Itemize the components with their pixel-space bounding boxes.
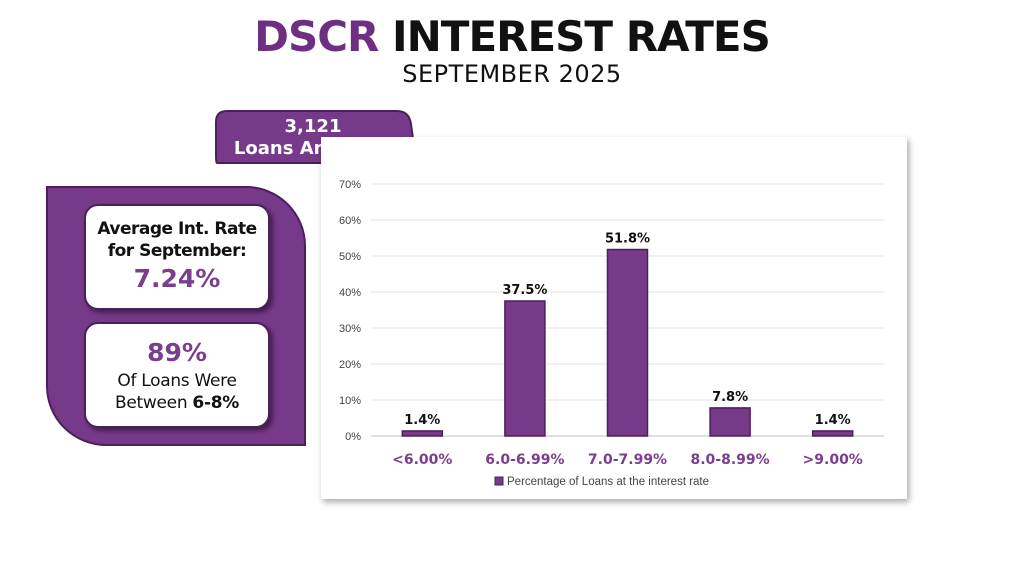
y-tick-label: 20% (339, 359, 361, 371)
loan-share-value: 89% (147, 338, 207, 367)
bar (709, 407, 751, 437)
page-title: DSCR INTEREST RATES (0, 12, 1024, 62)
x-tick-label: 8.0-8.99% (691, 452, 770, 468)
title-accent: DSCR (254, 12, 379, 61)
title-rest: INTEREST RATES (378, 12, 771, 61)
y-tick-label: 40% (339, 287, 361, 299)
data-label: 37.5% (502, 283, 547, 298)
chart-container: 0% 10% 20% 30% 40% 50% 60% 70% 1.4% <6.00% 37.5% 6.… (321, 137, 907, 499)
x-tick-label: 6.0-6.99% (485, 452, 564, 468)
average-rate-value: 7.24% (133, 264, 221, 293)
data-label: 1.4% (404, 413, 440, 428)
data-label: 7.8% (712, 390, 748, 405)
legend-label: Percentage of Loans at the interest rate (507, 476, 709, 488)
y-tick-label: 60% (339, 215, 361, 227)
average-rate-card: Average Int. Rate for September: 7.24% (84, 204, 270, 310)
y-tick-label: 50% (339, 251, 361, 263)
y-tick-label: 10% (339, 395, 361, 407)
x-tick-label: 7.0-7.99% (588, 452, 667, 468)
loan-share-label-2-prefix: Between (115, 393, 193, 413)
loan-share-range: 6-8% (192, 393, 239, 413)
bar (401, 430, 444, 437)
data-label: 1.4% (815, 413, 851, 428)
average-rate-label-1: Average Int. Rate (97, 219, 257, 239)
stats-panel: Average Int. Rate for September: 7.24% 8… (46, 186, 306, 446)
loan-share-label-2: Between 6-8% (86, 392, 268, 414)
x-tick-label: >9.00% (803, 452, 863, 468)
y-tick-label: 30% (339, 323, 361, 335)
bar (811, 430, 854, 437)
bar (606, 248, 649, 437)
loan-share-label-1: Of Loans Were (117, 371, 237, 391)
legend-swatch (494, 476, 504, 486)
y-tick-label: 0% (345, 431, 361, 443)
bar (504, 300, 546, 437)
loans-count: 3,121 (284, 116, 342, 137)
data-label: 51.8% (605, 232, 650, 247)
loan-share-card: 89% Of Loans Were Between 6-8% (84, 322, 270, 428)
x-tick-label: <6.00% (392, 452, 452, 468)
y-tick-label: 70% (339, 179, 361, 191)
bar-chart: 0% 10% 20% 30% 40% 50% 60% 70% 1.4% <6.00% 37.5% 6.… (339, 179, 884, 488)
average-rate-label-2: for September: (107, 241, 247, 261)
page-subtitle: SEPTEMBER 2025 (402, 60, 622, 88)
